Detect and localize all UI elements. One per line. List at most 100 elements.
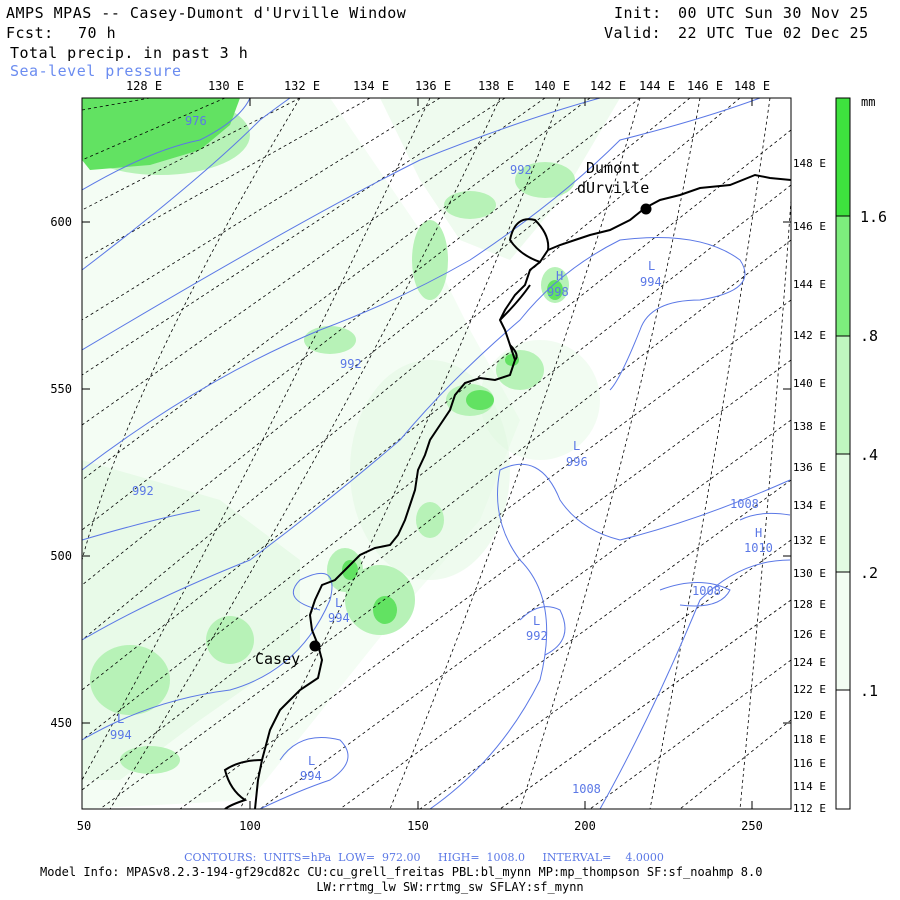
y-tick-label: 500 [50, 549, 72, 563]
top-lon-label: 132 E [284, 79, 320, 93]
forecast-label: Fcst: [6, 24, 54, 42]
top-lon-label: 128 E [126, 79, 162, 93]
pressure-value: 996 [566, 455, 588, 469]
map-frame [81, 97, 792, 810]
colorbar-unit: mm [861, 95, 875, 109]
station-name-durville: dUrville [577, 179, 649, 197]
top-lon-label: 148 E [734, 79, 770, 93]
right-lon-label: 114 E [793, 780, 826, 793]
pressure-value: 976 [185, 114, 207, 128]
right-lon-label: 130 E [793, 567, 826, 580]
x-tick-label: 250 [741, 819, 763, 833]
latitude-lines [82, 98, 791, 809]
right-lon-label: 116 E [793, 757, 826, 770]
pressure-value: 994 [300, 769, 322, 783]
colorbar-segment-lowest [836, 572, 850, 690]
top-lon-label: 146 E [687, 79, 723, 93]
right-lon-label: 142 E [793, 329, 826, 342]
right-lon-label: 140 E [793, 377, 826, 390]
x-tick-label: 50 [77, 819, 91, 833]
colorbar-level: .1 [860, 682, 878, 700]
top-lon-label: 134 E [353, 79, 389, 93]
right-lon-label: 126 E [793, 628, 826, 641]
forecast-hour: 70 h [78, 24, 117, 42]
y-axis-ticks [82, 221, 791, 724]
pressure-value: 992 [132, 484, 154, 498]
pressure-center-letter: H [755, 526, 762, 540]
physics-info: LW:rrtmg_lw SW:rrtmg_sw SFLAY:sf_mynn [316, 880, 584, 894]
right-lon-label: 118 E [793, 733, 826, 746]
top-lon-label: 136 E [415, 79, 451, 93]
pressure-value: 994 [110, 728, 132, 742]
right-lon-label: 112 E [793, 802, 826, 815]
pressure-value: 1008 [692, 584, 721, 598]
pressure-value: 1010 [744, 541, 773, 555]
colorbar-segment-low [836, 336, 850, 454]
right-lon-label: 120 E [793, 709, 826, 722]
pressure-center-letter: L [648, 259, 655, 273]
station-marker-dumont [640, 203, 652, 215]
pressure-center-letter: L [117, 712, 124, 726]
right-lon-label: 122 E [793, 683, 826, 696]
pressure-value: 992 [340, 357, 362, 371]
colorbar-segment-mid [836, 216, 850, 336]
x-tick-label: 150 [407, 819, 429, 833]
y-tick-label: 600 [50, 215, 72, 229]
precip-heavy-shading [82, 98, 563, 624]
right-lon-label: 148 E [793, 157, 826, 170]
y-tick-label: 550 [50, 382, 72, 396]
right-lon-label: 138 E [793, 420, 826, 433]
field-label: Total precip. in past 3 h [10, 44, 249, 62]
pressure-center-letter: L [308, 754, 315, 768]
init-label: Init: [614, 4, 662, 22]
pressure-value: 992 [526, 629, 548, 643]
x-axis-ticks [81, 98, 753, 809]
pressure-center-letter: L [335, 596, 342, 610]
station-name-dumont: Dumont [586, 159, 640, 177]
top-lon-label: 130 E [208, 79, 244, 93]
right-lon-label: 128 E [793, 598, 826, 611]
top-lon-label: 140 E [534, 79, 570, 93]
station-name-casey: Casey [255, 650, 300, 668]
right-lon-label: 146 E [793, 220, 826, 233]
pressure-center-letter: L [533, 614, 540, 628]
colorbar-level: .8 [860, 327, 878, 345]
pressure-label-group: 976 992 992 992 998 994 996 1008 1010 10… [110, 114, 773, 796]
valid-time: 22 UTC Tue 02 Dec 25 [678, 24, 869, 42]
right-lon-label: 132 E [793, 534, 826, 547]
colorbar-segment-pale [836, 454, 850, 572]
pressure-value: 998 [547, 285, 569, 299]
longitude-lines [82, 98, 791, 809]
x-tick-label: 200 [574, 819, 596, 833]
colorbar-level: 1.6 [860, 208, 887, 226]
pressure-center-letter: H [556, 269, 563, 283]
colorbar: mm 1.6 .8 .4 .2 .1 [835, 95, 887, 810]
colorbar-level: .4 [860, 446, 878, 464]
right-lon-label: 134 E [793, 499, 826, 512]
y-tick-label: 450 [50, 716, 72, 730]
top-lon-label: 144 E [639, 79, 675, 93]
pressure-value: 1008 [572, 782, 601, 796]
colorbar-level: .2 [860, 564, 878, 582]
right-lon-label: 136 E [793, 461, 826, 474]
top-lon-label: 142 E [590, 79, 626, 93]
model-info: Model Info: MPASv8.2.3-194-gf29cd82c CU:… [40, 865, 763, 879]
top-lon-label: 138 E [478, 79, 514, 93]
pressure-value: 994 [640, 275, 662, 289]
right-lon-label: 144 E [793, 278, 826, 291]
pressure-contours [82, 98, 791, 809]
pressure-value: 992 [510, 163, 532, 177]
colorbar-segment-high [836, 98, 850, 216]
init-time: 00 UTC Sun 30 Nov 25 [678, 4, 869, 22]
right-lon-label: 124 E [793, 656, 826, 669]
map-title: AMPS MPAS -- Casey-Dumont d'Urville Wind… [6, 4, 407, 22]
pressure-value: 994 [328, 611, 350, 625]
valid-label: Valid: [604, 24, 662, 42]
pressure-value: 1008 [730, 497, 759, 511]
contour-info: CONTOURS: UNITS=hPa LOW= 972.00 HIGH= 10… [184, 851, 664, 864]
pressure-center-letter: L [573, 439, 580, 453]
colorbar-segment-none [836, 690, 850, 809]
station-marker-casey [309, 640, 321, 652]
contour-field-label: Sea-level pressure [10, 62, 182, 80]
